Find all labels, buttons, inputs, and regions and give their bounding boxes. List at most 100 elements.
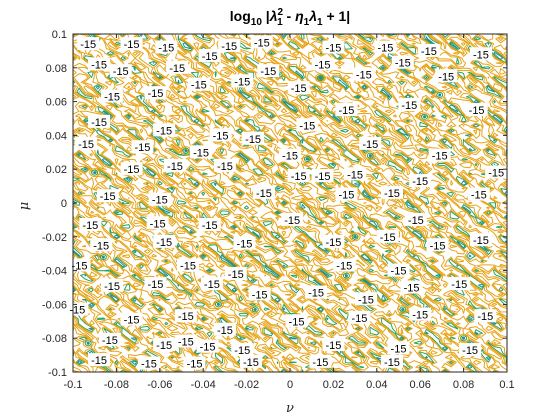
contour-label: -15	[221, 41, 237, 53]
contour-label-bg	[354, 292, 377, 306]
contour-label-bg	[398, 97, 421, 111]
y-axis: 0.1 0.08 0.06 0.04 0.02 0 -0.02 -0.04 -0.06 -0.08…	[42, 29, 507, 379]
contour-label-bg	[233, 236, 256, 250]
contour-label-bg	[400, 280, 423, 294]
contour-label-bg	[374, 40, 397, 54]
x-tick-label: 0.08	[453, 379, 474, 391]
contour-label-bg	[231, 343, 254, 357]
contour-label-bg	[239, 354, 262, 368]
contour-label: -15	[401, 100, 417, 112]
contour-label-bg	[163, 158, 186, 172]
contour-label: -15	[412, 176, 428, 188]
minimum-middle-ring	[214, 301, 222, 308]
minimum-core	[216, 302, 220, 306]
contour-label-bg	[242, 131, 265, 145]
contour-label: -15	[451, 279, 467, 291]
x-axis: -0.1 -0.08 -0.06 -0.04 -0.02 0 0.02 0.04 0.06 0.0…	[64, 34, 515, 391]
contour-label: -15	[380, 232, 396, 244]
contour-label-bg	[285, 314, 308, 328]
minimum-middle-ring	[436, 91, 444, 98]
contour-label-bg	[218, 38, 241, 52]
minimum-middle-ring	[91, 169, 99, 176]
contour-label-bg	[90, 238, 113, 252]
contour-label: -15	[72, 261, 88, 273]
minimum-outer-ring	[249, 304, 261, 314]
minimum-outer-ring	[364, 151, 376, 161]
contour-label-bg	[183, 356, 206, 370]
y-tick-label: 0.1	[52, 29, 67, 41]
minimum-middle-ring	[99, 254, 107, 261]
contour-label-bg	[448, 277, 471, 291]
contour-label: -15	[93, 240, 109, 252]
contour-label-bg	[231, 74, 254, 88]
minimum-middle-ring	[84, 340, 92, 347]
x-tick-label: -0.1	[64, 379, 83, 391]
contour-label: -15	[384, 188, 400, 200]
contour-label: -15	[124, 39, 140, 51]
y-tick-label: -0.06	[42, 299, 67, 311]
contour-labels: -15 -15 -15 -15 -15 -15 -15 -15 -15 -15 -15 -15 -15 -…	[66, 35, 508, 371]
contour-label-bg	[144, 86, 167, 100]
contour-minima	[82, 70, 470, 369]
contour-label-bg	[248, 287, 271, 301]
contour-label-bg	[155, 40, 178, 54]
contour-label: -15	[356, 70, 372, 82]
contour-label: -15	[202, 51, 218, 63]
contour-label-bg	[322, 234, 345, 248]
contour-label-bg	[485, 165, 508, 179]
contour-label: -15	[104, 92, 120, 104]
contour-label: -15	[308, 288, 324, 300]
minimum-middle-ring	[251, 306, 259, 313]
minimum-core	[423, 115, 427, 119]
contour-label-bg	[153, 234, 176, 248]
contour-label: -15	[325, 340, 341, 352]
contour-label-bg	[153, 337, 176, 351]
contour-label: -15	[91, 117, 107, 129]
contour-label: -15	[202, 220, 218, 232]
contour-label-bg	[296, 118, 319, 132]
contour-label-bg	[250, 35, 273, 49]
contour-label: -15	[384, 357, 400, 369]
contour-label: -15	[404, 283, 420, 295]
x-tick-label: -0.04	[191, 379, 216, 391]
contour-label-bg	[200, 277, 223, 291]
y-tick-label: -0.1	[48, 367, 67, 379]
contour-label: -15	[312, 357, 328, 369]
contour-label: -15	[80, 39, 96, 51]
contour-label: -15	[289, 316, 305, 328]
contour-label-bg	[467, 187, 490, 201]
contour-label: -15	[338, 105, 354, 117]
contour-label: -15	[217, 325, 233, 337]
minimum-core	[462, 336, 466, 340]
minimum-middle-ring	[366, 152, 374, 159]
contour-label: -15	[178, 311, 194, 323]
contour-label-bg	[75, 136, 98, 150]
contour-label-bg	[224, 266, 247, 280]
minimum-middle-ring	[460, 335, 468, 342]
contour-label-bg	[344, 167, 367, 181]
contour-label: -15	[347, 169, 363, 181]
chart-title: log10 |λ2 1 - η1λ1 + 1|	[230, 7, 350, 28]
minimum-outer-ring	[82, 338, 94, 348]
minimum-outer-ring	[212, 299, 224, 309]
minimum-core	[401, 307, 405, 311]
contour-label-bg	[137, 356, 160, 370]
y-tick-label: -0.04	[42, 266, 67, 278]
minimum-core	[253, 307, 257, 311]
contour-label: -15	[148, 88, 164, 100]
minimum-middle-ring	[342, 272, 350, 279]
contour-label: -15	[156, 340, 172, 352]
contour-label-bg	[146, 216, 169, 230]
contour-label: -15	[180, 261, 196, 273]
contour-label: -15	[156, 237, 172, 249]
contour-label: -15	[358, 294, 374, 306]
contour-label-bg	[120, 312, 143, 326]
contour-label: -15	[200, 342, 216, 354]
contour-label: -15	[488, 168, 504, 180]
y-tick-label: 0.02	[46, 164, 67, 176]
contour-label: -15	[378, 43, 394, 55]
contour-label: -15	[291, 171, 307, 183]
x-tick-label: -0.08	[104, 379, 129, 391]
minimum-outer-ring	[97, 252, 109, 262]
contour-label-bg	[213, 158, 236, 172]
